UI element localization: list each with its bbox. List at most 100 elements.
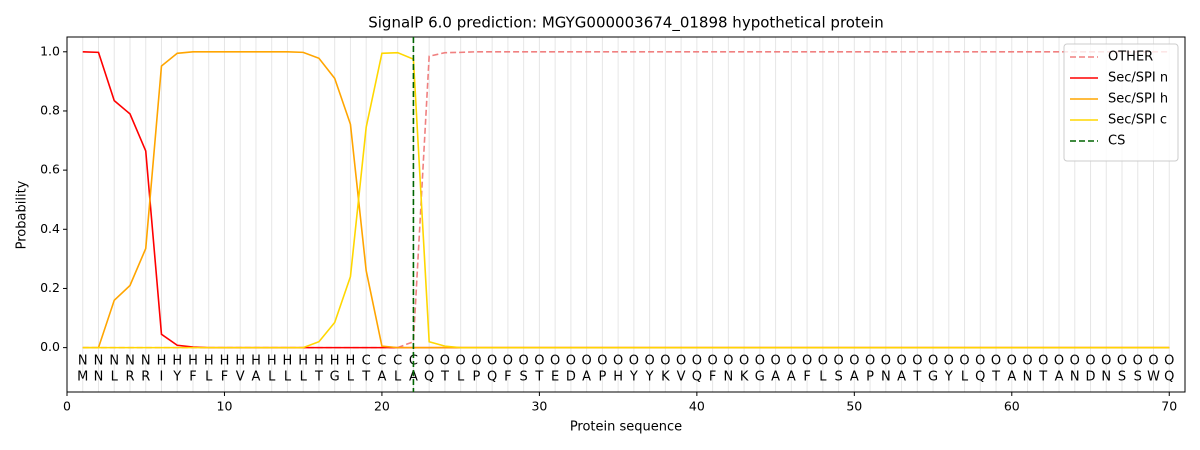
residue-letter: G xyxy=(928,370,938,385)
residue-letter: A xyxy=(409,370,418,385)
region-label: C xyxy=(362,354,371,369)
region-label: C xyxy=(393,354,402,369)
residue-letter: K xyxy=(661,370,670,385)
residue-letter: N xyxy=(723,370,733,385)
residue-letter: F xyxy=(709,370,716,385)
region-label: H xyxy=(235,354,245,369)
residue-letter: Y xyxy=(645,370,654,385)
residue-letter: M xyxy=(77,370,88,385)
region-label: O xyxy=(770,354,780,369)
residue-letter: A xyxy=(897,370,906,385)
residue-letter: N xyxy=(881,370,891,385)
region-label: N xyxy=(109,354,119,369)
residue-letter: F xyxy=(803,370,810,385)
legend-label: OTHER xyxy=(1108,50,1153,65)
region-label: H xyxy=(330,354,340,369)
residue-letter: Y xyxy=(944,370,953,385)
series-line xyxy=(82,50,1170,349)
region-label: O xyxy=(928,354,938,369)
residue-letter: Q xyxy=(487,370,497,385)
region-label: H xyxy=(204,354,214,369)
residue-letter: A xyxy=(582,370,591,385)
region-label: O xyxy=(645,354,655,369)
y-tick-label: 0.6 xyxy=(40,162,60,177)
residue-letter: F xyxy=(221,370,228,385)
y-axis-label: Probability xyxy=(15,180,30,249)
region-label: O xyxy=(739,354,749,369)
residue-letter: R xyxy=(125,370,134,385)
region-label: O xyxy=(503,354,513,369)
region-label: O xyxy=(912,354,922,369)
region-label: N xyxy=(78,354,88,369)
region-label: O xyxy=(456,354,466,369)
residue-letter: Q xyxy=(1164,370,1174,385)
residue-letter: P xyxy=(598,370,606,385)
region-label: O xyxy=(1085,354,1095,369)
legend-label: Sec/SPI n xyxy=(1108,71,1168,86)
residue-letter: L xyxy=(394,370,402,385)
region-label: O xyxy=(833,354,843,369)
y-tick-label: 0.0 xyxy=(40,339,60,354)
region-label: O xyxy=(1054,354,1064,369)
residue-letter: T xyxy=(314,370,323,385)
y-tick-label: 1.0 xyxy=(40,43,60,58)
region-label: O xyxy=(881,354,891,369)
region-label: H xyxy=(346,354,356,369)
residue-letter: T xyxy=(991,370,1000,385)
residue-letter: T xyxy=(534,370,543,385)
residue-letter: G xyxy=(755,370,765,385)
residue-letter: T xyxy=(361,370,370,385)
region-label: O xyxy=(629,354,639,369)
x-tick-label: 10 xyxy=(217,399,233,414)
x-tick-label: 20 xyxy=(374,399,390,414)
region-label: O xyxy=(440,354,450,369)
y-tick-label: 0.4 xyxy=(40,221,60,236)
region-label: O xyxy=(944,354,954,369)
region-label: O xyxy=(534,354,544,369)
residue-letter: K xyxy=(740,370,749,385)
residue-letter: Y xyxy=(629,370,638,385)
residue-letter: L xyxy=(284,370,292,385)
residue-letter: T xyxy=(912,370,921,385)
region-label: H xyxy=(172,354,182,369)
region-label: O xyxy=(959,354,969,369)
region-label: O xyxy=(802,354,812,369)
residue-letter: A xyxy=(1055,370,1064,385)
residue-letter: S xyxy=(1134,370,1142,385)
region-label: N xyxy=(125,354,135,369)
x-tick-label: 60 xyxy=(1004,399,1020,414)
region-label: O xyxy=(566,354,576,369)
residue-letter: E xyxy=(551,370,559,385)
region-label: O xyxy=(818,354,828,369)
residue-letter: L xyxy=(205,370,213,385)
residue-letter: S xyxy=(834,370,842,385)
residue-letter: W xyxy=(1147,370,1160,385)
region-label: O xyxy=(1117,354,1127,369)
series-line xyxy=(82,51,1170,349)
residue-letter: D xyxy=(566,370,576,385)
residue-letter: S xyxy=(1118,370,1126,385)
residue-letter: N xyxy=(1101,370,1111,385)
residue-letter: L xyxy=(300,370,308,385)
residue-letter: L xyxy=(961,370,969,385)
residue-letter: P xyxy=(472,370,480,385)
region-label: O xyxy=(991,354,1001,369)
residue-letter: L xyxy=(111,370,119,385)
y-tick-label: 0.2 xyxy=(40,280,60,295)
residue-letter: A xyxy=(1007,370,1016,385)
residue-letter: L xyxy=(457,370,465,385)
region-label: O xyxy=(613,354,623,369)
region-label: O xyxy=(975,354,985,369)
region-label: O xyxy=(1148,354,1158,369)
residue-letter: D xyxy=(1086,370,1096,385)
region-label: O xyxy=(1007,354,1017,369)
residue-letter: T xyxy=(1038,370,1047,385)
region-label: O xyxy=(1164,354,1174,369)
region-label: H xyxy=(188,354,198,369)
region-label: O xyxy=(896,354,906,369)
region-label: H xyxy=(157,354,167,369)
residue-letter: Y xyxy=(172,370,181,385)
region-label: O xyxy=(487,354,497,369)
chart-title: SignalP 6.0 prediction: MGYG000003674_01… xyxy=(368,14,884,33)
